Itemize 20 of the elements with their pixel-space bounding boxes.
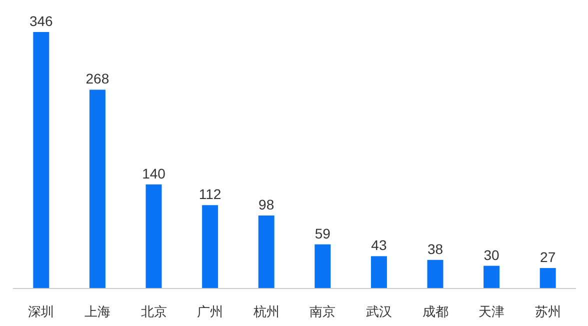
data-label: 112 (198, 186, 222, 202)
data-label: 98 (258, 196, 274, 212)
data-label: 43 (371, 237, 387, 254)
x-tick-label: 苏州 (534, 304, 561, 319)
x-tick-label: 杭州 (252, 304, 280, 319)
data-label: 140 (142, 165, 166, 182)
x-tick-label: 南京 (310, 304, 336, 319)
data-label: 38 (427, 240, 444, 257)
x-tick-label: 成都 (422, 304, 448, 319)
data-label: 27 (540, 249, 556, 266)
data-label: 59 (314, 225, 331, 242)
x-tick-label: 深圳 (28, 304, 54, 319)
x-tick-label: 北京 (140, 304, 167, 319)
x-tick-label: 广州 (197, 304, 224, 319)
data-label: 30 (484, 246, 500, 263)
x-tick-label: 武汉 (366, 304, 392, 319)
x-tick-label: 天津 (478, 304, 505, 319)
x-tick-label: 上海 (84, 304, 110, 319)
data-label: 346 (29, 13, 54, 29)
data-label: 268 (86, 70, 110, 87)
